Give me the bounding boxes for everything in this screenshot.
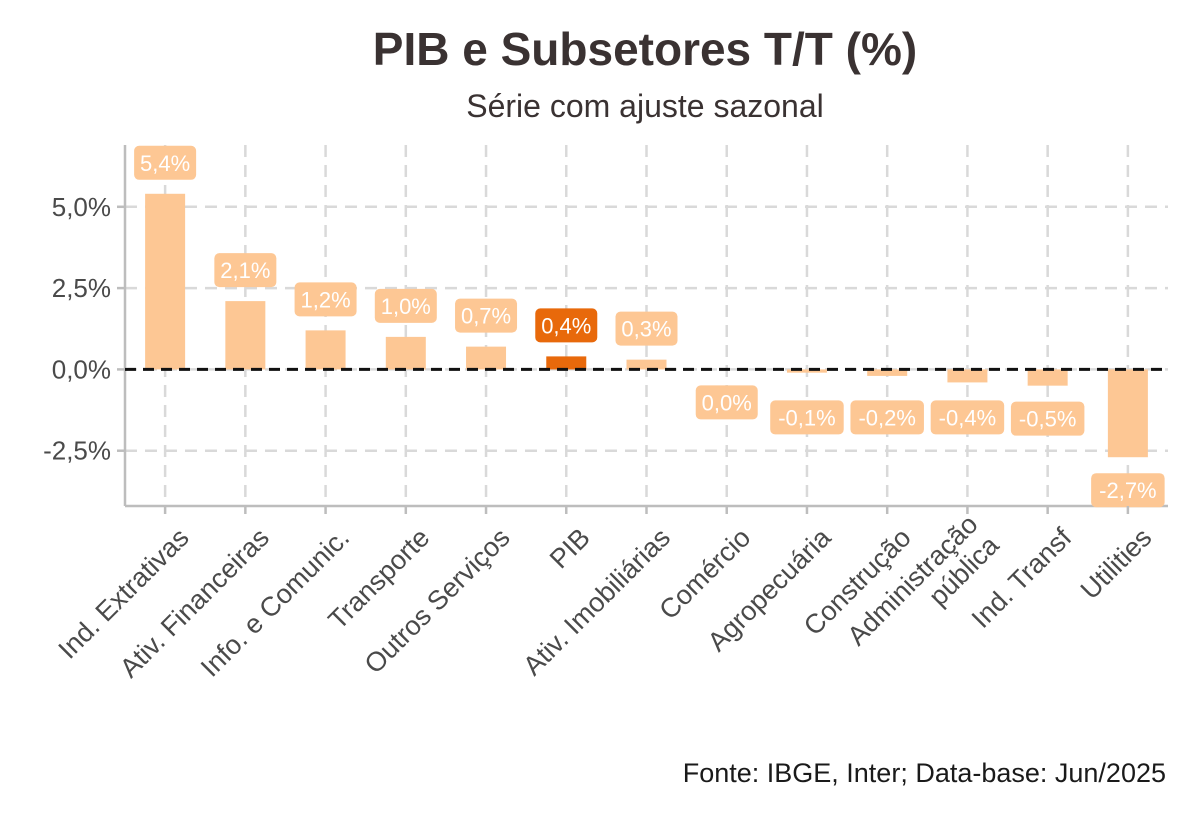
bar xyxy=(867,369,908,376)
data-label: -0,5% xyxy=(1019,407,1076,432)
y-tick-label: -2,5% xyxy=(43,436,111,466)
data-label: 0,4% xyxy=(541,313,591,338)
bar xyxy=(546,356,587,370)
data-label-box xyxy=(850,400,924,435)
data-label-box xyxy=(1010,401,1085,436)
bar xyxy=(305,330,346,370)
data-label-box xyxy=(695,385,758,420)
data-label: 0,3% xyxy=(621,317,671,342)
x-tick-label: Utilities xyxy=(1075,522,1158,605)
y-tick-label: 5,0% xyxy=(52,192,111,222)
x-tick-label: PIB xyxy=(544,522,596,574)
bar-chart: 5,0% 2,5% 0,0% -2,5% 5,4% 2,1% 1,2% 1,0% 0,7% 0,4… xyxy=(43,145,1168,683)
data-label: 0,7% xyxy=(461,304,511,329)
data-label-box xyxy=(455,298,518,333)
bar xyxy=(466,346,507,370)
y-tick-label: 0,0% xyxy=(52,354,111,384)
bar xyxy=(626,359,667,370)
y-tick-label: 2,5% xyxy=(52,273,111,303)
bar xyxy=(1027,369,1068,386)
bar xyxy=(225,301,266,370)
x-tick-label: Info. e Comunic. xyxy=(195,522,355,682)
source-note: Fonte: IBGE, Inter; Data-base: Jun/2025 xyxy=(682,758,1166,788)
data-label-box xyxy=(294,282,357,317)
chart-subtitle: Série com ajuste sazonal xyxy=(466,88,824,124)
bar xyxy=(385,336,426,370)
x-tick-label: Ativ. Imobiliárias xyxy=(517,522,676,681)
chart-title: PIB e Subsetores T/T (%) xyxy=(372,23,918,75)
data-label-box xyxy=(134,145,197,180)
data-label: 2,1% xyxy=(220,258,270,283)
data-label-box xyxy=(770,400,844,435)
x-tick-label: Outros Serviços xyxy=(359,522,516,679)
data-label-box xyxy=(374,288,437,323)
x-tick-label: Ativ. Financeiras xyxy=(114,522,275,683)
data-label: -0,4% xyxy=(939,405,996,430)
bar xyxy=(786,369,827,373)
data-label: -0,1% xyxy=(778,405,835,430)
data-label-box xyxy=(930,400,1005,435)
data-label-box xyxy=(1091,473,1165,508)
bar xyxy=(947,369,988,383)
data-label: 1,0% xyxy=(381,294,431,319)
data-label: -0,2% xyxy=(858,405,915,430)
data-label: 0,0% xyxy=(702,390,752,415)
data-label: 1,2% xyxy=(300,287,350,312)
data-label-box xyxy=(615,311,678,346)
data-label: -2,7% xyxy=(1099,478,1156,503)
bar xyxy=(145,193,186,370)
data-label-box xyxy=(535,308,598,343)
bar xyxy=(1107,369,1148,458)
data-label-box xyxy=(214,253,277,288)
data-label: 5,4% xyxy=(140,151,190,176)
